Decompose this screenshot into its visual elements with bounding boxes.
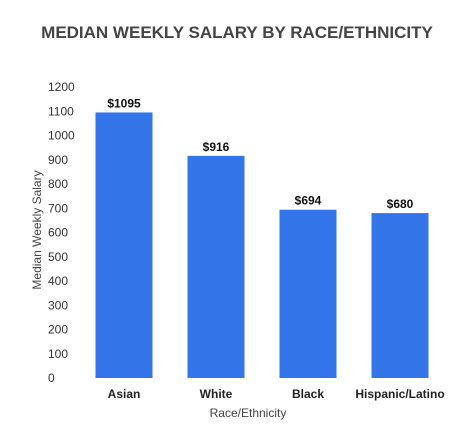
bar [95,112,153,379]
y-tick-label: 800 [48,177,68,191]
chart-title: MEDIAN WEEKLY SALARY BY RACE/ETHNICITY [41,23,433,42]
y-tick-label: 300 [48,298,68,312]
x-category-label: Asian [108,387,141,401]
y-tick-label: 1200 [48,80,75,94]
x-category-label: Hispanic/Latino [355,387,444,401]
bar-value-label: $1095 [107,96,141,110]
data-labels-group: $1095 $916 $694 $680 [107,96,413,211]
bars-group [95,112,429,379]
y-tick-label: 500 [48,250,68,264]
bar-value-label: $694 [295,194,322,208]
y-tick-label: 1100 [48,104,74,118]
bar-value-label: $680 [387,197,414,211]
y-tick-label: 400 [48,274,68,288]
bar [279,209,337,378]
x-axis-label: Race/Ethnicity [210,406,287,420]
bar [187,155,245,378]
x-axis-categories: Asian White Black Hispanic/Latino [108,387,445,401]
x-category-label: Black [292,387,324,401]
x-category-label: White [200,387,233,401]
y-tick-label: 1000 [48,129,75,143]
bar-value-label: $916 [203,140,230,154]
y-tick-label: 100 [48,347,68,361]
y-axis-ticks: 0 100 200 300 400 500 600 700 800 900 1000 1100 1200 [48,80,75,385]
y-tick-label: 600 [48,226,68,240]
y-tick-label: 200 [48,323,68,337]
y-tick-label: 0 [48,371,55,385]
bar [371,213,429,378]
y-axis-label: Median Weekly Salary [30,170,44,289]
y-tick-label: 900 [48,153,68,167]
y-tick-label: 700 [48,201,68,215]
